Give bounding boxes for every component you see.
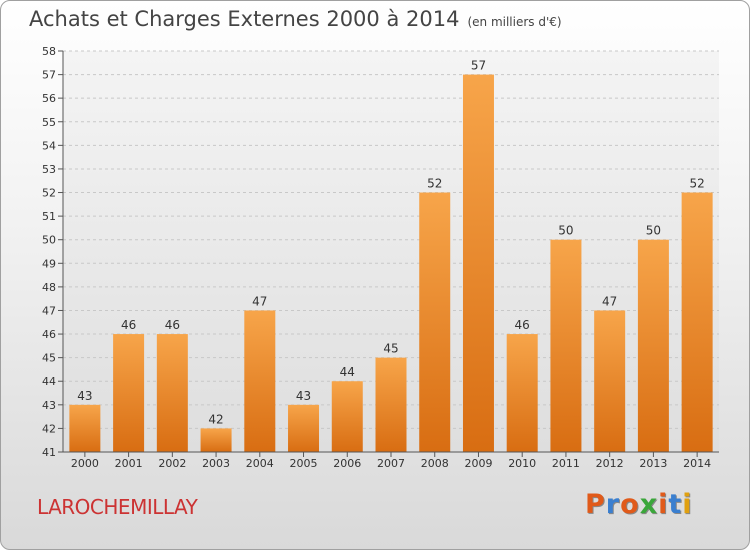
data-label-2014: 52 (689, 177, 704, 191)
logo-letter: P (585, 489, 606, 520)
x-tick-label-2014: 2014 (683, 457, 711, 470)
y-tick-label: 47 (42, 304, 56, 317)
bar-2008 (419, 192, 451, 452)
bar-2013 (637, 239, 669, 452)
data-label-2013: 50 (646, 224, 661, 238)
x-tick-label-2006: 2006 (333, 457, 361, 470)
data-label-2008: 52 (427, 177, 442, 191)
x-tick-label-2011: 2011 (552, 457, 580, 470)
y-tick-label: 51 (42, 210, 56, 223)
data-label-2001: 46 (121, 318, 136, 332)
bar-2011 (550, 239, 582, 452)
y-tick-label: 42 (42, 422, 56, 435)
chart-title: Achats et Charges Externes 2000 à 2014 (e… (29, 7, 562, 31)
logo-letter: r (605, 489, 621, 520)
x-tick-label-2007: 2007 (377, 457, 405, 470)
bar-2004 (244, 310, 276, 452)
x-tick-label-2009: 2009 (464, 457, 492, 470)
x-tick-label-2003: 2003 (202, 457, 230, 470)
chart-title-text: Achats et Charges Externes 2000 à 2014 (29, 7, 460, 31)
x-tick-label-2008: 2008 (421, 457, 449, 470)
logo-letter: i (682, 489, 693, 520)
logo-letter: o (620, 489, 640, 520)
x-tick-label-2001: 2001 (115, 457, 143, 470)
logo-letter: t (668, 489, 683, 520)
y-tick-label: 53 (42, 163, 56, 176)
y-tick-label: 50 (42, 234, 56, 247)
y-tick-label: 52 (42, 187, 56, 200)
x-tick-label-2004: 2004 (246, 457, 274, 470)
y-tick-label: 48 (42, 281, 56, 294)
data-label-2010: 46 (515, 318, 530, 332)
bar-2001 (113, 334, 145, 452)
y-tick-label: 46 (42, 328, 56, 341)
y-tick-label: 41 (42, 446, 56, 459)
bar-2014 (681, 192, 713, 452)
x-tick-label-2005: 2005 (290, 457, 318, 470)
data-label-2004: 47 (252, 294, 267, 308)
data-label-2002: 46 (165, 318, 180, 332)
y-tick-label: 49 (42, 257, 56, 270)
data-label-2000: 43 (77, 389, 92, 403)
y-tick-label: 44 (42, 375, 56, 388)
x-tick-label-2002: 2002 (158, 457, 186, 470)
bar-2007 (375, 357, 407, 452)
proxiti-logo: Proxiti (585, 489, 693, 520)
y-tick-label: 43 (42, 399, 56, 412)
logo-letter: i (658, 489, 669, 520)
data-label-2007: 45 (383, 342, 398, 356)
y-tick-label: 57 (42, 69, 56, 82)
data-label-2003: 42 (208, 412, 223, 426)
data-label-2006: 44 (340, 365, 355, 379)
data-label-2005: 43 (296, 389, 311, 403)
bar-2012 (594, 310, 626, 452)
bar-2003 (200, 428, 232, 452)
bar-2010 (506, 334, 538, 452)
x-tick-label-2013: 2013 (639, 457, 667, 470)
bar-2005 (288, 404, 320, 452)
x-tick-label-2012: 2012 (596, 457, 624, 470)
location-name: LAROCHEMILLAY (37, 495, 198, 519)
data-label-2012: 47 (602, 294, 617, 308)
x-tick-label-2000: 2000 (71, 457, 99, 470)
y-tick-label: 58 (42, 45, 56, 58)
x-tick-label-2010: 2010 (508, 457, 536, 470)
y-tick-label: 45 (42, 352, 56, 365)
bar-2009 (462, 74, 494, 453)
bar-2002 (156, 334, 188, 452)
bar-2000 (69, 404, 101, 452)
chart-subtitle: (en milliers d'€) (467, 15, 562, 29)
y-tick-label: 55 (42, 116, 56, 129)
y-tick-label: 54 (42, 139, 56, 152)
data-label-2009: 57 (471, 59, 486, 73)
data-label-2011: 50 (558, 224, 573, 238)
logo-letter: x (639, 489, 659, 520)
y-tick-label: 56 (42, 92, 56, 105)
bar-2006 (331, 381, 363, 452)
